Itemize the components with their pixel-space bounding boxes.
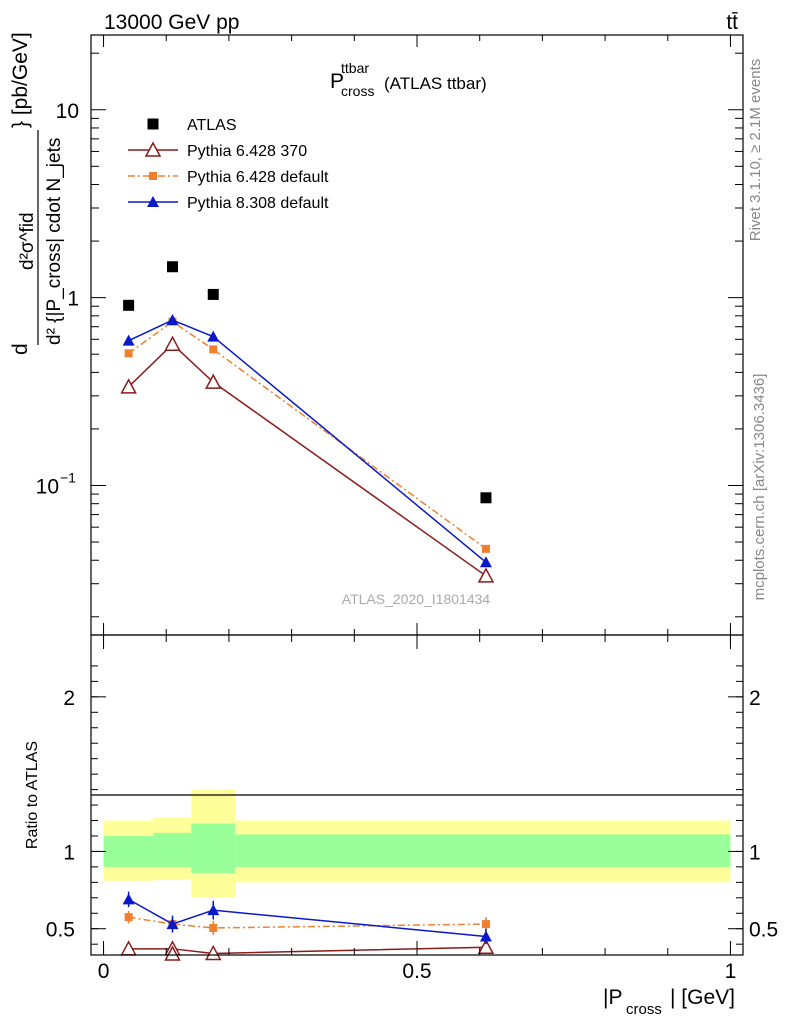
legend-marker bbox=[147, 118, 159, 130]
data-point bbox=[122, 334, 135, 346]
ratio-panel: 2 2 1 1 0.5 0.5 0 0.5 1 Ratio to ATLAS |P cross … bbox=[24, 634, 778, 1018]
data-point bbox=[164, 335, 181, 351]
data-point bbox=[477, 567, 495, 583]
ylabel-numerator: d²σ^fid bbox=[17, 212, 38, 270]
process-label: tt̄ bbox=[726, 11, 738, 34]
xlabel-sub: cross bbox=[626, 1001, 662, 1018]
main-marks bbox=[120, 261, 495, 583]
x-tick-label: 1 bbox=[725, 960, 737, 983]
legend-label: Pythia 6.428 default bbox=[187, 169, 329, 186]
y-tick-label: 1 bbox=[67, 288, 79, 311]
title-main: P bbox=[330, 70, 344, 93]
legend-label: Pythia 8.308 default bbox=[187, 195, 329, 212]
y-tick-label-ratio-right: 2 bbox=[749, 687, 761, 710]
legend-marker bbox=[144, 141, 162, 157]
data-point bbox=[166, 314, 179, 326]
uncertainty-band-inner bbox=[235, 834, 731, 867]
uncertainty-band-inner bbox=[153, 832, 192, 867]
data-point bbox=[481, 544, 490, 553]
ratio-point bbox=[122, 893, 135, 905]
ratio-bands bbox=[103, 789, 731, 898]
data-point bbox=[207, 288, 219, 300]
legend-label: ATLAS bbox=[187, 117, 237, 134]
ratio-point bbox=[479, 930, 492, 942]
energy-label: 13000 GeV pp bbox=[104, 11, 239, 34]
ratio-ylabel: Ratio to ATLAS bbox=[24, 741, 41, 849]
xlabel-suffix: | [GeV] bbox=[670, 986, 735, 1009]
y-tick-label: 10 bbox=[36, 475, 59, 498]
y-axis-label: d d²σ^fid d² {|P_cross| cdot N_jets } [p… bbox=[9, 32, 65, 355]
x-tick-label: 0 bbox=[98, 960, 110, 983]
legend-label: Pythia 6.428 370 bbox=[187, 143, 307, 160]
ylabel-d: d bbox=[9, 343, 32, 355]
x-tick-label: 0.5 bbox=[402, 960, 431, 983]
title-sup: ttbar bbox=[341, 60, 369, 76]
y-tick-label-ratio: 2 bbox=[63, 687, 75, 710]
series-line bbox=[128, 320, 487, 550]
x-axis-label: |P cross | [GeV] bbox=[603, 986, 735, 1018]
series-line bbox=[128, 319, 487, 563]
title-suffix: (ATLAS ttbar) bbox=[384, 74, 487, 93]
data-point bbox=[479, 556, 492, 568]
data-point bbox=[204, 373, 222, 389]
ratio-point bbox=[164, 945, 181, 961]
y-tick-label-ratio-right: 0.5 bbox=[749, 919, 778, 942]
plot-title: P ttbar cross (ATLAS ttbar) bbox=[330, 60, 487, 99]
uncertainty-band-inner bbox=[103, 835, 154, 867]
y-tick-label-exponent: −1 bbox=[60, 469, 76, 485]
data-point bbox=[209, 345, 218, 354]
mcplots-label: mcplots.cern.ch [arXiv:1306.3436] bbox=[751, 374, 768, 601]
ratio-point bbox=[481, 920, 490, 929]
y-tick-label-ratio-right: 1 bbox=[749, 841, 761, 864]
legend: ATLAS Pythia 6.428 370 Pythia 6.428 defaul… bbox=[128, 117, 329, 212]
rivet-label: Rivet 3.1.10, ≥ 2.1M events bbox=[747, 59, 764, 242]
ratio-series-line bbox=[128, 916, 486, 929]
data-point bbox=[480, 492, 492, 504]
data-point bbox=[167, 261, 178, 273]
data-point bbox=[207, 330, 220, 342]
ylabel-denominator: d² {|P_cross| cdot N_jets bbox=[44, 138, 65, 345]
y-tick-label: 10 bbox=[56, 100, 79, 123]
ratio-series-line bbox=[128, 898, 487, 938]
y-tick-label-ratio: 0.5 bbox=[46, 919, 75, 942]
data-point bbox=[124, 349, 133, 358]
title-sub: cross bbox=[341, 83, 374, 99]
analysis-watermark: ATLAS_2020_I1801434 bbox=[342, 591, 491, 607]
legend-marker bbox=[147, 196, 159, 207]
ratio-point bbox=[124, 913, 133, 922]
legend-marker bbox=[149, 172, 157, 180]
xlabel-main: |P bbox=[603, 986, 622, 1009]
data-point bbox=[123, 299, 135, 311]
ratio-point bbox=[477, 938, 495, 955]
uncertainty-band-inner bbox=[191, 823, 236, 874]
ratio-series-line bbox=[128, 946, 486, 955]
ratio-point bbox=[207, 904, 220, 916]
data-point bbox=[120, 378, 137, 394]
ratio-axes: 2 2 1 1 0.5 0.5 0 0.5 1 bbox=[46, 635, 778, 983]
ratio-marks bbox=[120, 891, 495, 961]
ratio-point bbox=[204, 944, 222, 961]
ylabel-unit: } [pb/GeV] bbox=[9, 32, 32, 128]
ratio-point bbox=[166, 918, 179, 930]
series-line bbox=[128, 343, 487, 577]
y-tick-label-ratio: 1 bbox=[63, 841, 75, 864]
ratio-point bbox=[209, 923, 218, 932]
